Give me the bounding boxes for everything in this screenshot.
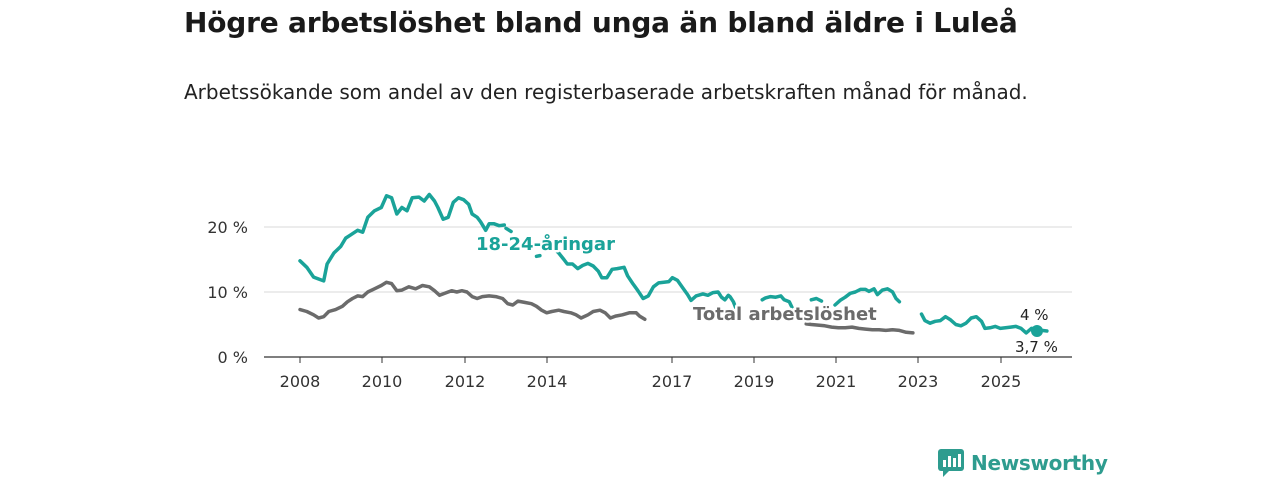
youth-series-line (833, 287, 902, 307)
y-tick-label: 0 % (218, 348, 248, 367)
youth-series-line (298, 192, 507, 283)
total-series-line (298, 280, 647, 322)
x-tick-label: 2023 (898, 372, 939, 391)
brand-name: Newsworthy (971, 451, 1108, 475)
newsworthy-logo-icon (938, 449, 964, 477)
x-tick-label: 2008 (280, 372, 321, 391)
x-tick-label: 2012 (445, 372, 486, 391)
youth-series-line (534, 253, 542, 259)
x-tick-label: 2017 (652, 372, 693, 391)
chart-title: Högre arbetslöshet bland unga än bland ä… (184, 6, 1018, 39)
y-tick-label: 20 % (207, 218, 248, 237)
x-tick-label: 2010 (362, 372, 403, 391)
youth-series-line (553, 248, 742, 318)
chart-subtitle: Arbetssökande som andel av den registerb… (184, 80, 1028, 104)
youth-series-line (504, 226, 513, 234)
youth-series-line (760, 294, 795, 311)
youth-series-label: 18-24-åringar (476, 233, 615, 255)
x-tick-label: 2025 (981, 372, 1022, 391)
total-series-line (804, 322, 915, 335)
x-tick-label: 2019 (734, 372, 775, 391)
total-end-label: 3,7 % (1015, 338, 1058, 356)
total-series-label: Total arbetslöshet (693, 304, 877, 325)
youth-end-label: 4 % (1020, 306, 1049, 324)
youth-series-line (809, 296, 824, 303)
x-tick-label: 2014 (527, 372, 568, 391)
youth-series-line (919, 312, 1049, 335)
y-tick-label: 10 % (207, 283, 248, 302)
x-tick-label: 2021 (816, 372, 857, 391)
brand-logo: Newsworthy (937, 448, 1108, 478)
youth-end-marker (1031, 325, 1043, 337)
